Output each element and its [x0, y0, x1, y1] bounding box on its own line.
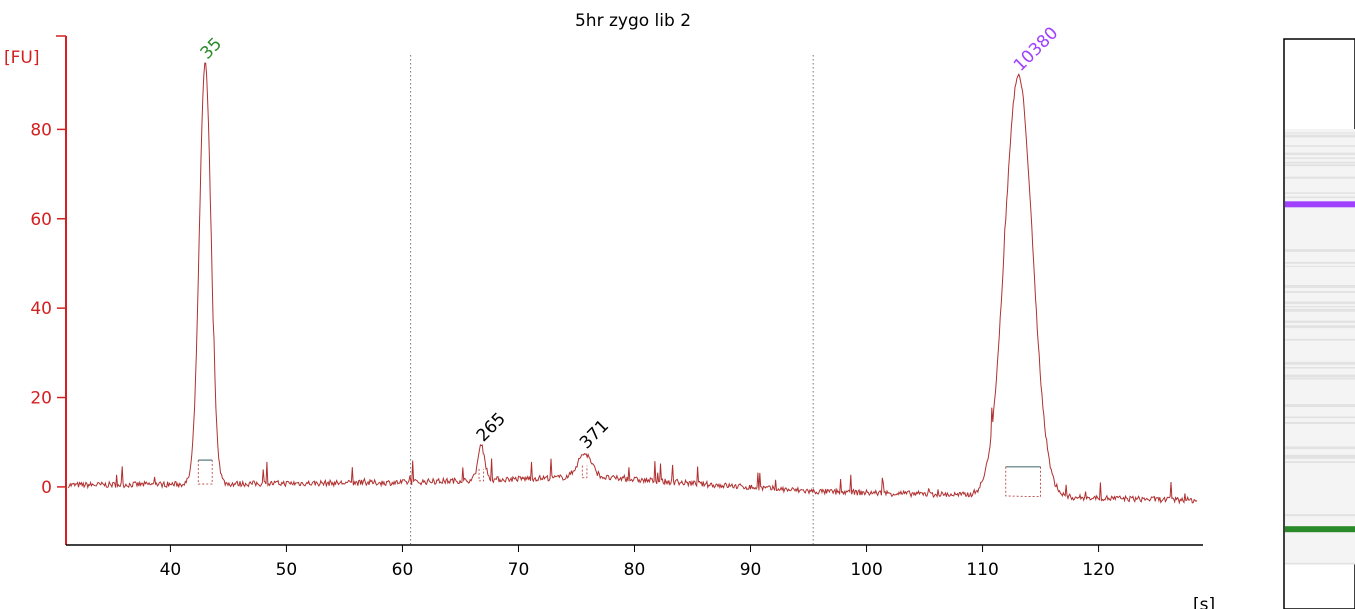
gel-band-upper-marker — [1285, 201, 1355, 208]
x-tick-label: 120 — [1082, 560, 1114, 580]
chart-title: 5hr zygo lib 2 — [575, 11, 691, 31]
peak-integration-bound — [197, 460, 213, 485]
y-axis-label: [FU] — [4, 48, 40, 68]
x-tick-label: 90 — [740, 560, 762, 580]
peak-integration-bound — [478, 468, 485, 482]
x-tick-label: 50 — [276, 560, 298, 580]
gel-lane — [1283, 38, 1355, 609]
peak-label: 371 — [576, 416, 613, 453]
x-axis-label: [s] — [1193, 595, 1215, 609]
y-tick-label: 40 — [30, 299, 52, 319]
peak-label: 35 — [197, 34, 226, 63]
plot-area: 0 20 40 60 80 40 50 60 70 80 90 100 110 120 35 265 371 10… — [30, 23, 1203, 580]
peak-label: 10380 — [1010, 23, 1062, 75]
y-tick-label: 0 — [41, 478, 52, 498]
x-tick-label: 110 — [966, 560, 998, 580]
peak-integration-bound — [581, 465, 588, 479]
y-tick-label: 80 — [30, 120, 52, 140]
x-tick-label: 40 — [160, 560, 182, 580]
peak-label: 265 — [473, 409, 510, 446]
x-tick-label: 60 — [392, 560, 414, 580]
y-tick-label: 60 — [30, 210, 52, 230]
gel-band-lower-marker — [1285, 526, 1355, 533]
gel-lane-background — [1285, 129, 1355, 564]
x-tick-label: 80 — [624, 560, 646, 580]
x-tick-label: 100 — [850, 560, 882, 580]
trace-line — [67, 62, 1198, 505]
peak-integration-bound — [1005, 466, 1041, 498]
y-tick-label: 20 — [30, 389, 52, 409]
x-tick-label: 70 — [508, 560, 530, 580]
